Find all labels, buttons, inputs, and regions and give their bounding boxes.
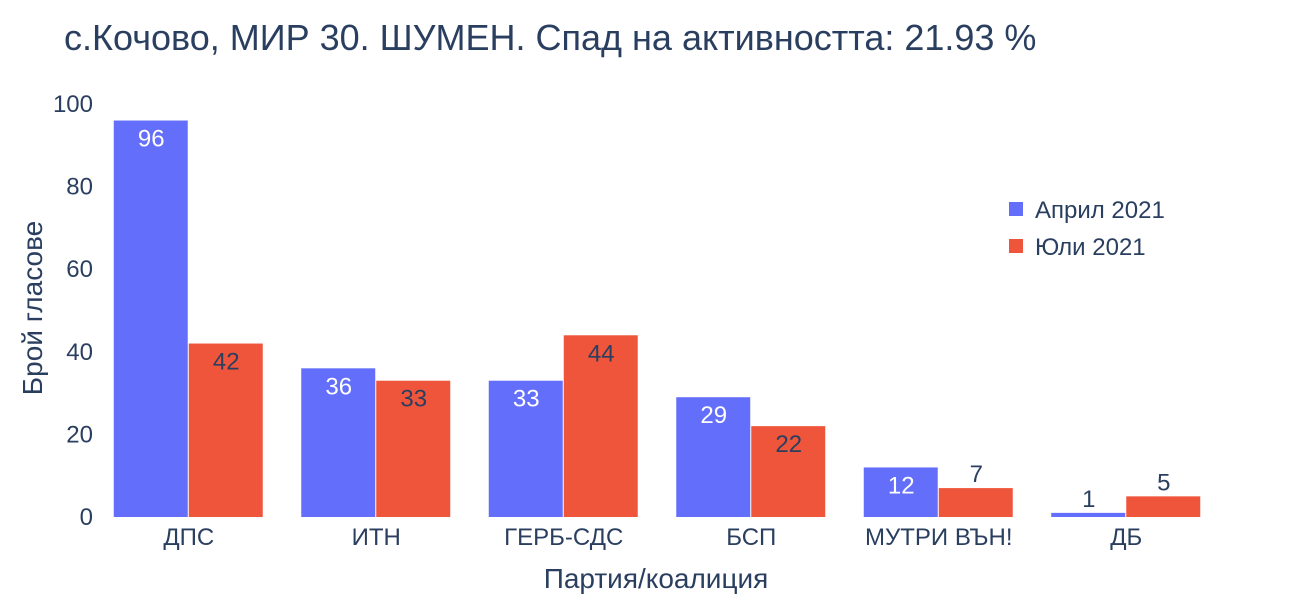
- y-tick-label: 60: [66, 256, 93, 283]
- bar-value-label: 22: [775, 431, 802, 458]
- legend[interactable]: Април 2021 Юли 2021: [1009, 197, 1165, 261]
- x-tick-label: ДБ: [1110, 524, 1142, 551]
- chart-title: с.Кочово, МИР 30. ШУМЕН. Спад на активно…: [64, 17, 1036, 58]
- bar-value-label: 44: [588, 340, 615, 367]
- bar-july[interactable]: [376, 380, 451, 517]
- legend-label: Юли 2021: [1035, 234, 1146, 261]
- x-axis-label: Партия/коалиция: [544, 563, 769, 594]
- bar-april[interactable]: [863, 467, 938, 517]
- bar-value-label: 12: [888, 472, 915, 499]
- y-tick-label: 100: [53, 91, 93, 118]
- bar-july[interactable]: [1126, 496, 1201, 517]
- bar-value-label: 96: [138, 126, 165, 153]
- y-tick-label: 80: [66, 174, 93, 201]
- bar-value-label: 7: [970, 461, 983, 488]
- y-axis: 0 20 40 60 80 100: [53, 91, 93, 531]
- bar-value-label: 33: [513, 386, 540, 413]
- bar-april[interactable]: [488, 380, 563, 517]
- bar-value-label: 29: [700, 402, 727, 429]
- y-axis-label: Брой гласове: [17, 221, 48, 395]
- plot-area: 96 42 36 33 33 44 29 22 12 7 1 5: [113, 120, 1201, 518]
- bar-april[interactable]: [1051, 512, 1126, 517]
- bar-value-label: 1: [1082, 486, 1095, 513]
- x-axis: ДПС ИТН ГЕРБ-СДС БСП МУТРИ ВЪН! ДБ: [163, 524, 1142, 551]
- bar-value-label: 33: [400, 386, 427, 413]
- bar-value-label: 5: [1157, 469, 1170, 496]
- bar-july[interactable]: [563, 335, 638, 517]
- x-tick-label: ИТН: [352, 524, 401, 551]
- x-tick-label: ГЕРБ-СДС: [504, 524, 623, 551]
- legend-item-july[interactable]: Юли 2021: [1009, 234, 1146, 261]
- legend-label: Април 2021: [1035, 197, 1165, 224]
- x-tick-label: ДПС: [163, 524, 214, 551]
- y-tick-label: 20: [66, 421, 93, 448]
- bar-july[interactable]: [188, 343, 263, 517]
- bar-value-label: 36: [325, 373, 352, 400]
- y-tick-label: 40: [66, 339, 93, 366]
- y-tick-label: 0: [80, 504, 93, 531]
- x-tick-label: МУТРИ ВЪН!: [865, 524, 1012, 551]
- bar-april[interactable]: [676, 397, 751, 517]
- bar-july[interactable]: [751, 426, 826, 517]
- legend-swatch: [1009, 239, 1023, 253]
- bar-april[interactable]: [301, 368, 376, 517]
- x-tick-label: БСП: [726, 524, 776, 551]
- bar-value-label: 42: [213, 349, 240, 376]
- bar-april[interactable]: [113, 120, 188, 518]
- legend-swatch: [1009, 202, 1023, 216]
- legend-item-april[interactable]: Април 2021: [1009, 197, 1165, 224]
- bar-july[interactable]: [938, 488, 1013, 517]
